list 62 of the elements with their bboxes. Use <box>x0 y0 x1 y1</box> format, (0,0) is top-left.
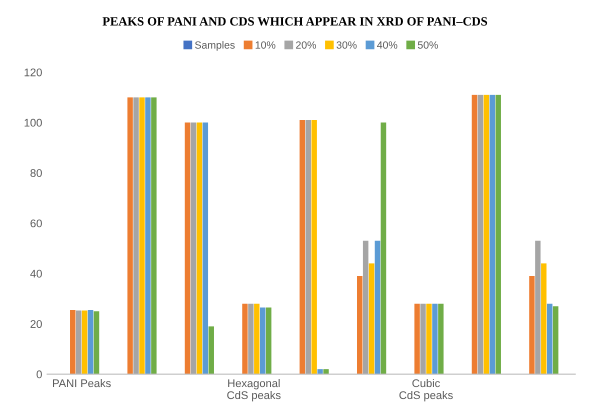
bar <box>374 240 380 374</box>
y-tick-label: 80 <box>30 169 42 177</box>
bar <box>266 307 272 374</box>
bar <box>472 94 478 374</box>
y-tick-label: 40 <box>30 270 42 278</box>
bar <box>490 94 496 374</box>
y-tick-label: 0 <box>36 370 42 378</box>
bar <box>76 310 82 374</box>
bar <box>426 304 432 374</box>
bar <box>362 240 368 374</box>
bar <box>306 120 311 374</box>
bar <box>127 97 133 374</box>
bar <box>70 310 76 374</box>
bar <box>356 276 362 374</box>
bar <box>432 304 438 374</box>
bar <box>133 97 139 374</box>
bar <box>242 304 248 374</box>
legend-label: 50% <box>418 41 438 49</box>
bar <box>139 97 145 374</box>
bar <box>323 369 329 374</box>
bar <box>190 122 196 374</box>
bar <box>88 310 94 374</box>
legend-label: 30% <box>336 41 357 49</box>
bar <box>546 304 552 374</box>
bar <box>484 94 490 374</box>
legend-label: 40% <box>377 41 398 49</box>
y-tick-label: 20 <box>30 320 42 328</box>
bar <box>317 369 323 374</box>
bar <box>254 304 260 374</box>
y-tick-label: 120 <box>24 68 42 76</box>
legend-label: 20% <box>296 41 316 49</box>
bar <box>380 122 386 374</box>
bar <box>260 307 266 374</box>
y-tick-label: 100 <box>24 118 42 127</box>
bar <box>478 94 484 374</box>
bar <box>202 122 208 374</box>
x-tick-label: Cubic CdS peaks <box>399 378 453 402</box>
bar <box>208 326 214 374</box>
legend-label: 10% <box>256 41 276 49</box>
bar <box>438 304 444 374</box>
chart-title: PEAKS OF PANI AND CDS WHICH APPEAR IN XRD OF PANI–CDS <box>102 17 488 26</box>
bar <box>414 304 420 374</box>
bar <box>420 304 426 374</box>
legend-label: Samples <box>195 41 235 51</box>
bar <box>535 240 541 374</box>
y-tick-label: 60 <box>30 219 42 228</box>
bar <box>82 310 88 374</box>
x-tick-label: Hexagonal CdS peaks <box>227 378 281 402</box>
x-tick-label: PANI Peaks <box>53 378 111 388</box>
bar <box>184 122 190 374</box>
bar <box>541 263 547 374</box>
bar <box>300 120 306 374</box>
bar <box>552 306 558 374</box>
bar <box>248 304 254 374</box>
bar <box>94 311 100 374</box>
bar <box>529 276 535 374</box>
bar <box>151 97 157 374</box>
bar <box>311 120 317 374</box>
bar <box>196 122 202 374</box>
bar <box>145 97 151 374</box>
bar <box>496 94 501 374</box>
bar <box>368 263 374 374</box>
